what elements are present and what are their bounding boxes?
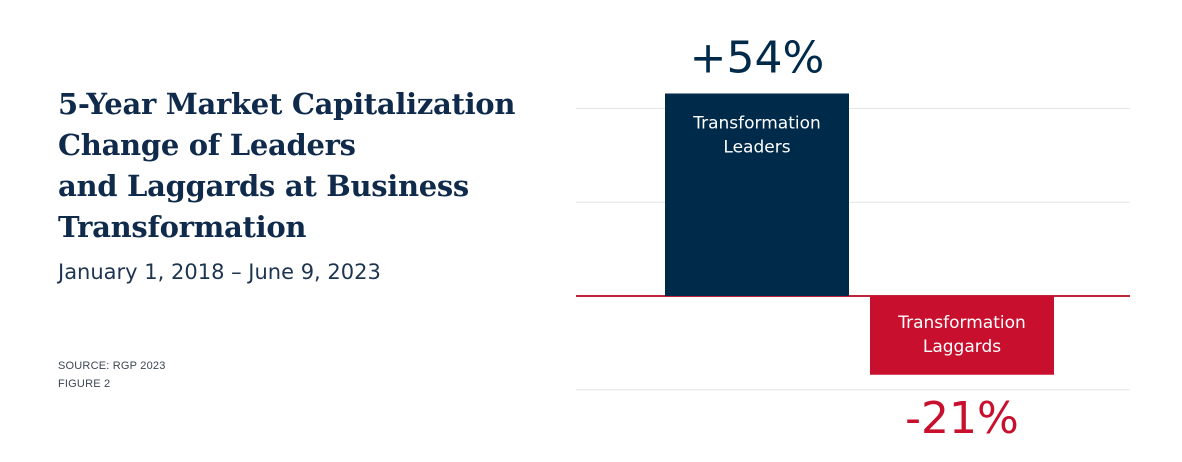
- bar-leaders-value-label: +54%: [690, 33, 825, 84]
- chart-title-line-1: 5-Year Market Capitalization: [58, 87, 516, 121]
- bar-leaders: [665, 93, 849, 296]
- chart-title-line-3: and Laggards at Business: [58, 169, 469, 203]
- bar-laggards-category-label: Transformation Laggards: [897, 313, 1026, 357]
- bar-leaders-category-label-line: Leaders: [723, 138, 790, 158]
- bar-labels: Transformation Leaders +54% Transformation L…: [690, 33, 1026, 444]
- source-note: SOURCE: RGP 2023: [58, 360, 166, 372]
- bar-laggards: [870, 296, 1054, 375]
- chart-title-line-4: Transformation: [58, 210, 307, 244]
- bar-leaders-category-label-line: Transformation: [692, 114, 821, 134]
- chart-notes: SOURCE: RGP 2023 FIGURE 2: [58, 357, 166, 393]
- bar-laggards-value-label: -21%: [905, 393, 1019, 444]
- figure-label: FIGURE 2: [58, 378, 111, 390]
- bar-laggards-category-label-line: Laggards: [923, 337, 1001, 357]
- chart-title-line-2: Change of Leaders: [58, 128, 356, 162]
- bar-laggards-category-label-line: Transformation: [897, 313, 1026, 333]
- bars: [665, 93, 1054, 375]
- bar-leaders-category-label: Transformation Leaders: [692, 114, 821, 158]
- title-block: 5-Year Market Capitalization Change of L…: [58, 84, 558, 284]
- chart-subtitle: January 1, 2018 – June 9, 2023: [58, 260, 381, 284]
- chart-title: 5-Year Market Capitalization Change of L…: [58, 84, 558, 248]
